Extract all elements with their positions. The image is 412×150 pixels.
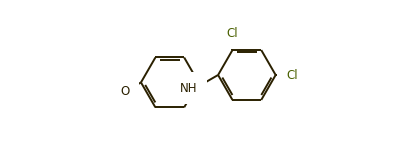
Text: Cl: Cl (227, 27, 238, 40)
Text: NH: NH (180, 81, 197, 94)
Text: O: O (120, 85, 129, 98)
Text: Cl: Cl (287, 69, 298, 81)
